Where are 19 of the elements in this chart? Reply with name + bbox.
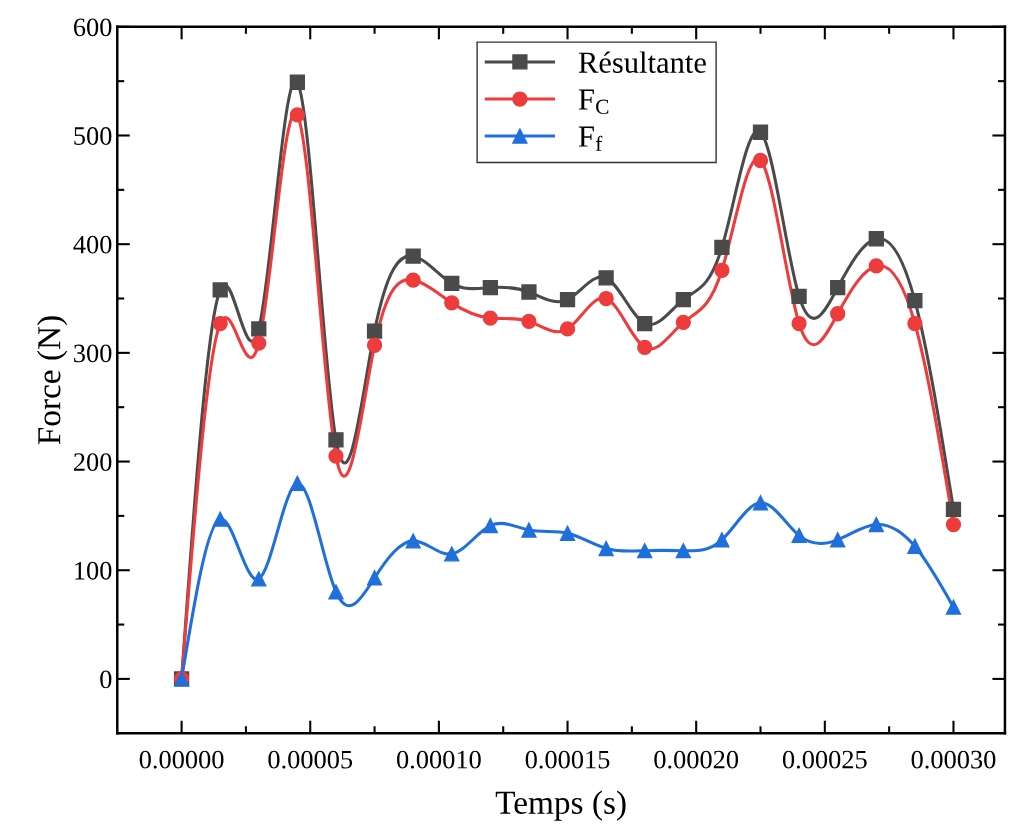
x-tick-label: 0.00015 xyxy=(525,750,610,769)
x-tick-label: 0.00010 xyxy=(397,750,481,769)
y-tick-label: 300 xyxy=(74,344,112,363)
legend-label: Résultante xyxy=(578,51,706,73)
y-tick-label: 500 xyxy=(74,127,112,145)
y-tick-label: 100 xyxy=(75,561,112,580)
y-tick-label: 400 xyxy=(73,235,112,254)
y-axis-title: Force (N) xyxy=(37,316,68,445)
x-tick-label: 0.00030 xyxy=(911,750,996,769)
y-tick-label: 600 xyxy=(73,18,112,37)
x-axis-title: Temps (s) xyxy=(495,790,626,821)
y-tick-label: 200 xyxy=(73,453,112,471)
x-tick-label: 0.00020 xyxy=(654,750,739,769)
x-tick-label: 0.00025 xyxy=(782,750,867,769)
x-tick-label: 0.00005 xyxy=(268,750,353,769)
legend-label: F$_{f}$ xyxy=(578,126,603,151)
x-tick-label: 0.00000 xyxy=(139,750,224,769)
y-tick-label: 0 xyxy=(100,670,112,689)
legend-label: F$_{C}$ xyxy=(578,89,609,114)
